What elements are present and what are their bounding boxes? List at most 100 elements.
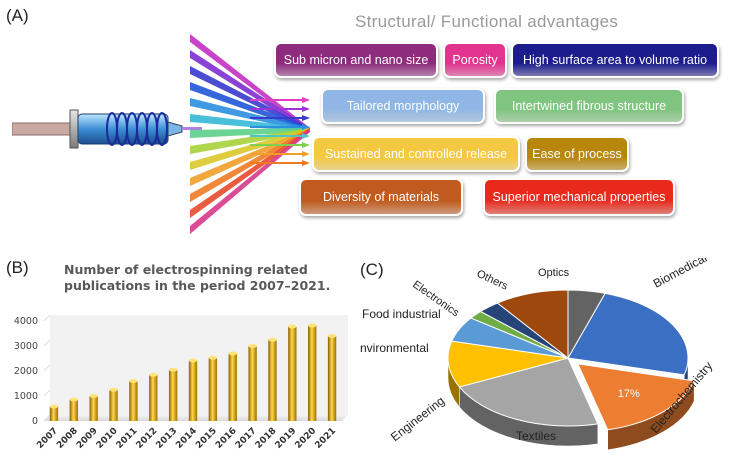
- bar: [327, 336, 337, 421]
- bar-cap: [268, 337, 277, 342]
- fiber-strand: [190, 82, 310, 132]
- fiber-strand: [190, 128, 310, 138]
- gridline: [43, 389, 51, 397]
- bar-cap: [109, 387, 118, 392]
- pie-category-label: Others: [475, 268, 510, 293]
- bar-cap: [308, 323, 317, 328]
- bar: [288, 326, 297, 421]
- fiber-strand: [190, 128, 310, 202]
- advantage-label: Diversity of materials: [323, 190, 439, 204]
- y-tick-label: 1000: [14, 391, 38, 402]
- advantage-label: Sustained and controlled release: [324, 147, 508, 161]
- bar-chart-title-line: Number of electrospinning related: [64, 262, 308, 277]
- bar-cap: [129, 379, 138, 383]
- applications-pie-chart: 17%BiomedicalElectrochemistryTextilesEng…: [360, 258, 715, 451]
- pie-slice: [567, 292, 689, 376]
- chart-backwall: [50, 315, 348, 415]
- x-tick-label: 2021: [313, 426, 338, 451]
- x-tick-label: 2014: [174, 426, 199, 451]
- syringe-barrel: [77, 113, 169, 145]
- bar-chart-title: Number of electrospinning related public…: [64, 262, 330, 294]
- x-tick-label: 2020: [294, 426, 319, 451]
- advantage-box: Intertwined fibrous structure: [494, 88, 684, 124]
- advantage-label: Superior mechanical properties: [492, 190, 666, 204]
- pie-slice: [496, 289, 569, 360]
- pie-slice: [567, 289, 606, 360]
- bar-cap: [288, 324, 297, 329]
- pie-data-label: 17%: [618, 388, 640, 400]
- arrow-head: [302, 115, 310, 121]
- needle: [182, 127, 202, 130]
- bar-cap: [49, 404, 59, 409]
- bar: [149, 374, 158, 421]
- advantage-box: Porosity: [443, 42, 507, 78]
- advantage-box: Sub micron and nano size: [274, 42, 438, 78]
- pie-category-label: Engineering: [388, 394, 447, 444]
- panel-label-a: (A): [6, 6, 29, 25]
- bar: [129, 381, 138, 421]
- advantage-box: Tailored morphology: [321, 88, 485, 124]
- arrow-head: [302, 133, 310, 139]
- x-tick-label: 2010: [95, 426, 120, 451]
- panel-label-b: (B): [6, 258, 29, 277]
- fiber-strand: [190, 128, 310, 218]
- bar: [49, 406, 59, 421]
- arrow-head: [302, 160, 310, 166]
- bar: [188, 360, 198, 421]
- bar: [308, 325, 317, 421]
- barrel-coil: [106, 112, 168, 146]
- advantage-box: Diversity of materials: [299, 178, 463, 216]
- x-tick-label: 2009: [75, 426, 100, 451]
- pie-category-label: Optics: [538, 267, 570, 279]
- pie-category-label: Biomedical: [651, 258, 709, 291]
- bar: [109, 389, 118, 421]
- arrow-head: [302, 97, 310, 103]
- fiber-strand: [190, 128, 310, 154]
- plunger-rod: [12, 122, 75, 136]
- x-tick-label: 2011: [115, 426, 140, 451]
- bar-cap: [327, 334, 337, 338]
- bar: [69, 399, 78, 421]
- bar-cap: [208, 355, 218, 360]
- arrow-head: [302, 106, 310, 112]
- advantage-label: Tailored morphology: [346, 99, 460, 113]
- x-tick-label: 2016: [214, 426, 239, 451]
- bar: [89, 396, 98, 421]
- bar: [228, 353, 237, 421]
- advantage-label: Ease of process: [532, 147, 622, 161]
- pie-category-label: Food industrial: [362, 307, 441, 321]
- fiber-fan: [190, 34, 310, 234]
- pie-category-label: Environmental: [360, 341, 429, 355]
- x-tick-label: 2017: [234, 426, 259, 451]
- bar-cap: [149, 372, 158, 377]
- y-tick-label: 4000: [14, 316, 38, 327]
- advantage-label: Intertwined fibrous structure: [511, 99, 667, 113]
- pie-category-label: Textiles: [516, 429, 556, 443]
- syringe-tip: [167, 121, 183, 137]
- advantage-label: Porosity: [452, 53, 498, 67]
- arrow-head: [302, 151, 310, 157]
- fiber-strand: [190, 128, 310, 186]
- x-tick-label: 2015: [194, 426, 219, 451]
- advantages-title: Structural/ Functional advantages: [355, 12, 619, 31]
- bar-cap: [228, 351, 237, 356]
- bar: [268, 339, 277, 421]
- bar-cap: [248, 344, 257, 348]
- fiber-strand: [190, 98, 310, 132]
- x-tick-label: 2008: [55, 426, 80, 451]
- gridline: [43, 339, 51, 347]
- panel-label-c: (C): [360, 260, 384, 279]
- bar-cap: [188, 358, 198, 363]
- pie-slice: [447, 340, 569, 388]
- x-tick-label: 2013: [154, 426, 179, 451]
- bar-cap: [168, 367, 178, 372]
- x-tick-label: 2019: [274, 426, 299, 451]
- plunger-flange: [69, 109, 79, 149]
- arrow-head: [302, 142, 310, 148]
- advantage-box: Ease of process: [525, 136, 629, 172]
- y-tick-label: 2000: [14, 366, 38, 377]
- advantage-box: High surface area to volume ratio: [511, 42, 719, 78]
- y-tick-label: 3000: [14, 341, 38, 352]
- y-tick-label: 0: [32, 416, 38, 427]
- fiber-strand: [190, 128, 310, 170]
